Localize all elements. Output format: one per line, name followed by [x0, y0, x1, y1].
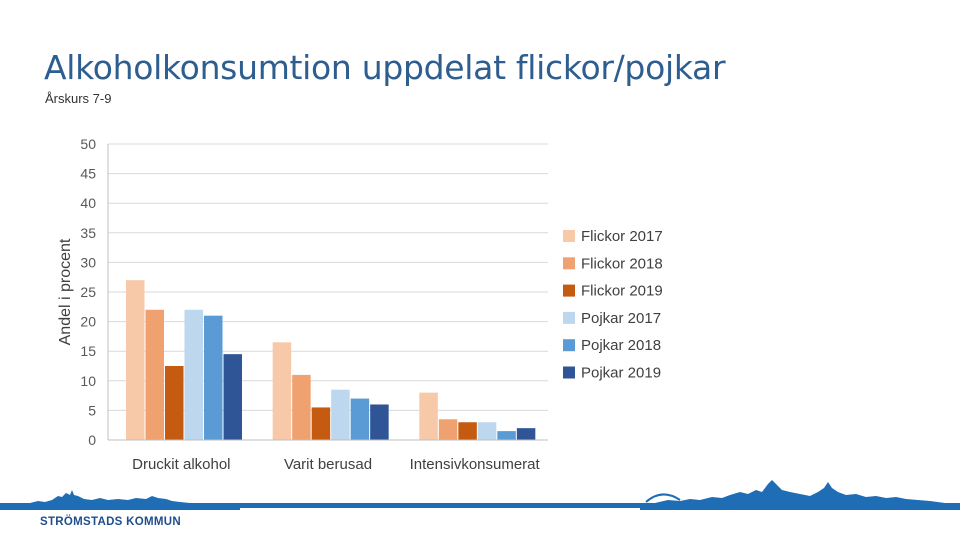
bridge-arch: [645, 493, 681, 503]
bar: [204, 315, 223, 440]
bar: [331, 389, 350, 440]
legend-label: Flickor 2017: [581, 228, 663, 245]
bar: [497, 431, 516, 440]
legend-swatch: [563, 230, 575, 242]
y-tick-label: 25: [80, 284, 96, 300]
bar: [419, 392, 438, 440]
skyline-right-silhouette: [640, 480, 960, 510]
y-tick-label: 30: [80, 254, 96, 270]
x-tick-label: Varit berusad: [284, 456, 372, 473]
legend-label: Pojkar 2019: [581, 365, 661, 382]
bar: [516, 428, 536, 440]
bar: [184, 309, 203, 440]
bar: [126, 280, 145, 440]
y-tick-label: 0: [88, 432, 96, 448]
bar: [350, 398, 370, 440]
y-tick-label: 35: [80, 225, 96, 241]
bar: [223, 354, 242, 440]
y-tick-label: 15: [80, 343, 96, 359]
y-axis-label: Andel i procent: [57, 238, 74, 345]
legend-swatch: [563, 366, 575, 379]
brand-name: STRÖMSTADS KOMMUN: [40, 516, 181, 528]
y-tick-label: 5: [88, 402, 96, 418]
bar: [477, 422, 497, 440]
bar: [458, 422, 477, 440]
legend-label: Flickor 2018: [581, 255, 663, 272]
y-tick-label: 40: [80, 195, 96, 211]
bar: [370, 404, 389, 440]
y-tick-label: 50: [80, 136, 96, 152]
bar: [165, 366, 184, 440]
bar: [145, 309, 164, 440]
x-tick-label: Intensivkonsumerat: [410, 456, 541, 473]
legend-swatch: [563, 311, 575, 324]
slide-title: Alkoholkonsumtion uppdelat flickor/pojka…: [44, 48, 726, 87]
x-tick-label: Druckit alkohol: [132, 456, 230, 473]
bar: [311, 407, 331, 440]
y-tick-label: 20: [80, 314, 96, 330]
y-tick-label: 45: [80, 166, 96, 182]
legend-swatch: [563, 284, 575, 297]
legend-label: Flickor 2019: [581, 283, 663, 300]
y-tick-label: 10: [80, 373, 96, 389]
legend-swatch: [563, 339, 575, 352]
legend-label: Pojkar 2017: [581, 310, 661, 327]
bar: [438, 419, 458, 440]
legend-swatch: [563, 257, 575, 270]
band-stripe: [0, 503, 960, 508]
skyline-band: [0, 480, 960, 510]
legend-label: Pojkar 2018: [581, 337, 661, 354]
slide-subtitle: Årskurs 7-9: [45, 91, 112, 106]
bar: [272, 342, 292, 440]
bar: [292, 374, 311, 440]
